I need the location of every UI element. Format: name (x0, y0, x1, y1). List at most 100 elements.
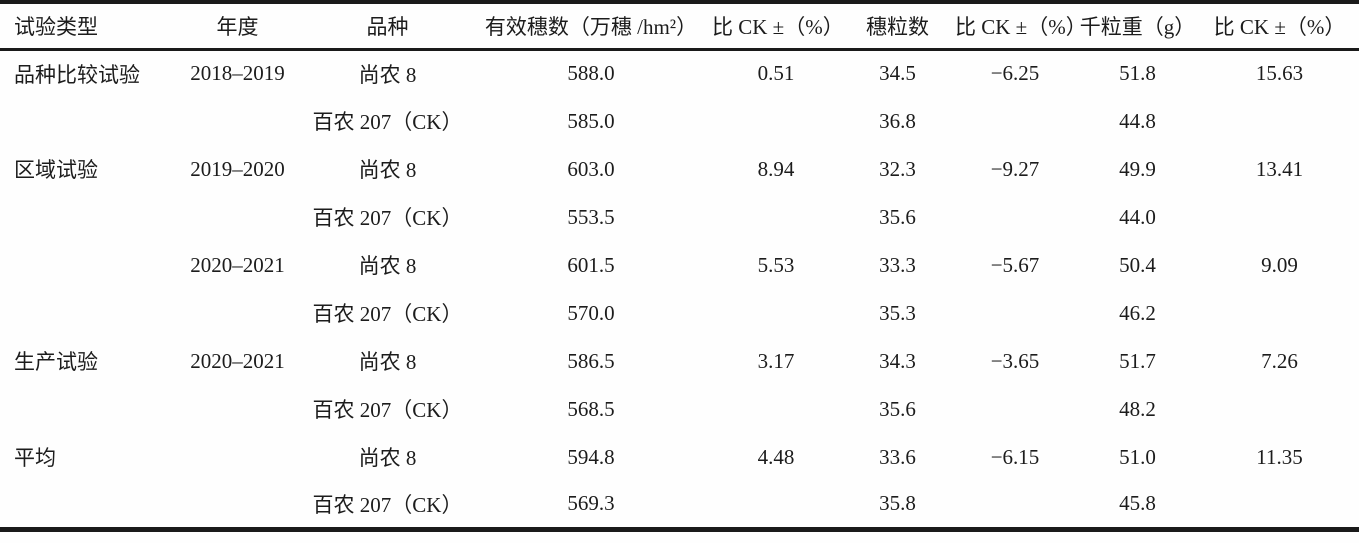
cell-vs-ck-weight (1200, 481, 1359, 529)
cell-year: 2018–2019 (190, 61, 285, 86)
column-header-thousand-grain-weight: 千粒重（g） (1079, 14, 1196, 39)
table-row: 2020–2021 尚农 8 601.5 5.53 33.3 −5.67 50.4 9.09 (0, 241, 1359, 289)
cell-vs-ck-panicles: 4.48 (757, 444, 795, 469)
table-row: 生产试验 2020–2021 尚农 8 586.5 3.17 34.3 −3.65 51.7 7… (0, 337, 1359, 385)
cell-effective-panicles: 588.0 (567, 61, 615, 86)
cell-vs-ck-grains: −3.65 (990, 348, 1040, 373)
cell-variety: 百农 207（CK） (312, 110, 463, 134)
header-row: 试验类型 年度 品种 有效穗数（万穗 /hm²） 比 CK ±（%） 穗粒数 比 CK ±（… (0, 2, 1359, 49)
column-header-year: 年度 (216, 14, 259, 39)
cell-variety: 尚农 8 (358, 62, 417, 87)
cell-vs-ck-weight: 15.63 (1255, 61, 1304, 86)
cell-vs-ck-grains (955, 289, 1075, 337)
table-header: 试验类型 年度 品种 有效穗数（万穗 /hm²） 比 CK ±（%） 穗粒数 比 CK ±（… (0, 2, 1359, 49)
column-header-vs-ck-panicles: 比 CK ±（%） (712, 14, 840, 39)
cell-year (170, 97, 305, 145)
cell-thousand-grain-weight: 49.9 (1119, 156, 1156, 181)
cell-variety: 百农 207（CK） (312, 398, 463, 422)
cell-vs-ck-weight (1200, 289, 1359, 337)
table-row: 百农 207（CK） 570.0 35.3 46.2 (0, 289, 1359, 337)
cell-year: 2020–2021 (190, 348, 285, 373)
cell-trial-type: 生产试验 (14, 350, 98, 374)
cell-effective-panicles: 570.0 (567, 300, 615, 325)
column-header-effective-panicles: 有效穗数（万穗 /hm²） (484, 14, 698, 39)
table-row: 区域试验 2019–2020 尚农 8 603.0 8.94 32.3 −9.27 49.9 1… (0, 145, 1359, 193)
cell-year (170, 385, 305, 433)
cell-grains-per-panicle: 35.6 (879, 396, 916, 421)
cell-thousand-grain-weight: 51.0 (1119, 444, 1156, 469)
cell-vs-ck-grains: −9.27 (990, 156, 1040, 181)
table-row: 百农 207（CK） 568.5 35.6 48.2 (0, 385, 1359, 433)
cell-vs-ck-panicles (712, 481, 840, 529)
cell-trial-type (0, 289, 170, 337)
cell-thousand-grain-weight: 44.8 (1119, 108, 1156, 133)
cell-trial-type (0, 385, 170, 433)
cell-vs-ck-weight: 7.26 (1261, 348, 1298, 373)
cell-effective-panicles: 603.0 (567, 156, 615, 181)
cell-trial-type (0, 481, 170, 529)
cell-year (170, 193, 305, 241)
cell-variety: 百农 207（CK） (312, 302, 463, 326)
column-header-grains-per-panicle: 穗粒数 (866, 14, 929, 39)
table-row: 品种比较试验 2018–2019 尚农 8 588.0 0.51 34.5 −6.25 51.… (0, 49, 1359, 97)
table-row: 百农 207（CK） 569.3 35.8 45.8 (0, 481, 1359, 529)
cell-variety: 百农 207（CK） (312, 492, 463, 517)
cell-trial-type: 区域试验 (14, 158, 98, 182)
cell-vs-ck-panicles (712, 289, 840, 337)
cell-trial-type (0, 97, 170, 145)
cell-vs-ck-panicles: 8.94 (757, 156, 795, 181)
cell-effective-panicles: 569.3 (567, 491, 615, 516)
cell-effective-panicles: 568.5 (567, 396, 615, 421)
cell-variety: 尚农 8 (358, 350, 417, 374)
cell-variety: 尚农 8 (358, 254, 417, 278)
cell-variety: 尚农 8 (358, 446, 417, 470)
cell-grains-per-panicle: 34.5 (879, 61, 916, 86)
column-header-variety: 品种 (366, 14, 409, 39)
cell-vs-ck-weight (1200, 97, 1359, 145)
cell-thousand-grain-weight: 51.7 (1119, 348, 1156, 373)
cell-year (170, 481, 305, 529)
cell-vs-ck-weight: 9.09 (1261, 252, 1298, 277)
cell-vs-ck-grains (955, 193, 1075, 241)
cell-vs-ck-panicles (712, 97, 840, 145)
table-body: 品种比较试验 2018–2019 尚农 8 588.0 0.51 34.5 −6.25 51.… (0, 49, 1359, 529)
cell-thousand-grain-weight: 51.8 (1119, 61, 1156, 86)
cell-effective-panicles: 586.5 (567, 348, 615, 373)
cell-vs-ck-panicles (712, 385, 840, 433)
cell-thousand-grain-weight: 50.4 (1119, 252, 1156, 277)
column-header-vs-ck-grains: 比 CK ±（%） (955, 14, 1075, 39)
cell-year (170, 433, 305, 481)
cell-grains-per-panicle: 33.3 (879, 252, 916, 277)
cell-vs-ck-panicles: 5.53 (757, 252, 795, 277)
table-row: 平均 尚农 8 594.8 4.48 33.6 −6.15 51.0 11.35 (0, 433, 1359, 481)
cell-vs-ck-grains (955, 97, 1075, 145)
table-row: 百农 207（CK） 585.0 36.8 44.8 (0, 97, 1359, 145)
cell-effective-panicles: 553.5 (567, 204, 615, 229)
column-header-vs-ck-weight: 比 CK ±（%） (1213, 14, 1346, 39)
cell-vs-ck-panicles: 3.17 (757, 348, 795, 373)
column-header-trial-type: 试验类型 (14, 14, 98, 39)
cell-vs-ck-grains (955, 481, 1075, 529)
cell-vs-ck-grains: −6.15 (990, 444, 1040, 469)
cell-vs-ck-grains: −6.25 (990, 61, 1040, 86)
cell-vs-ck-panicles: 0.51 (757, 61, 795, 86)
cell-thousand-grain-weight: 46.2 (1119, 300, 1156, 325)
cell-thousand-grain-weight: 48.2 (1119, 396, 1156, 421)
cell-thousand-grain-weight: 44.0 (1119, 204, 1156, 229)
cell-year (170, 289, 305, 337)
cell-thousand-grain-weight: 45.8 (1119, 491, 1156, 516)
cell-vs-ck-grains (955, 385, 1075, 433)
cell-year: 2019–2020 (190, 156, 285, 181)
cell-year: 2020–2021 (190, 252, 285, 277)
cell-variety: 百农 207（CK） (312, 206, 463, 230)
cell-vs-ck-weight: 11.35 (1256, 444, 1303, 469)
cell-grains-per-panicle: 32.3 (879, 156, 916, 181)
cell-grains-per-panicle: 35.6 (879, 204, 916, 229)
cell-grains-per-panicle: 35.8 (879, 491, 916, 516)
cell-grains-per-panicle: 34.3 (879, 348, 916, 373)
cell-grains-per-panicle: 33.6 (879, 444, 916, 469)
cell-vs-ck-weight: 13.41 (1255, 156, 1304, 181)
cell-vs-ck-weight (1200, 193, 1359, 241)
cell-variety: 尚农 8 (358, 158, 417, 182)
